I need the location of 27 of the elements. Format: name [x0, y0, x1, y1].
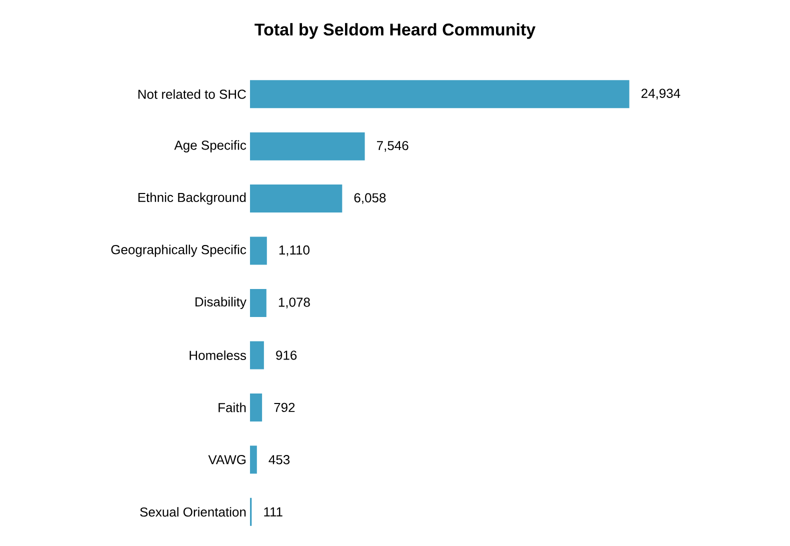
data-label: 1,078	[278, 298, 310, 308]
chart-title: Total by Seldom Heard Community	[254, 23, 536, 39]
y-tick-label: Faith	[218, 402, 246, 412]
bar	[250, 288, 266, 317]
bar	[250, 393, 262, 422]
y-tick-label: Homeless	[190, 350, 246, 360]
y-tick-label: Disability	[196, 296, 246, 310]
bar	[250, 184, 342, 213]
bar	[250, 132, 365, 160]
y-tick-label: VAWG	[208, 455, 246, 464]
y-tick-label: Not related to SHC	[138, 89, 246, 99]
data-label: 916	[276, 350, 297, 360]
y-tick-label: Ethnic Background	[138, 192, 246, 205]
data-label: 6,058	[354, 193, 386, 204]
data-label: 111	[264, 507, 282, 516]
y-tick-label: Sexual Orientation	[140, 507, 246, 517]
data-label: 24,934	[642, 88, 680, 100]
bar	[250, 236, 267, 265]
y-tick-label: Age Specific	[174, 140, 246, 152]
data-label: 792	[274, 402, 295, 412]
bar	[250, 341, 264, 370]
data-label: 7,546	[377, 140, 408, 152]
data-label: 1,110	[279, 245, 310, 256]
data-label: 453	[268, 455, 290, 464]
bar	[250, 80, 630, 108]
y-tick-label: Geographically Specific	[111, 244, 246, 257]
bar	[250, 446, 257, 474]
